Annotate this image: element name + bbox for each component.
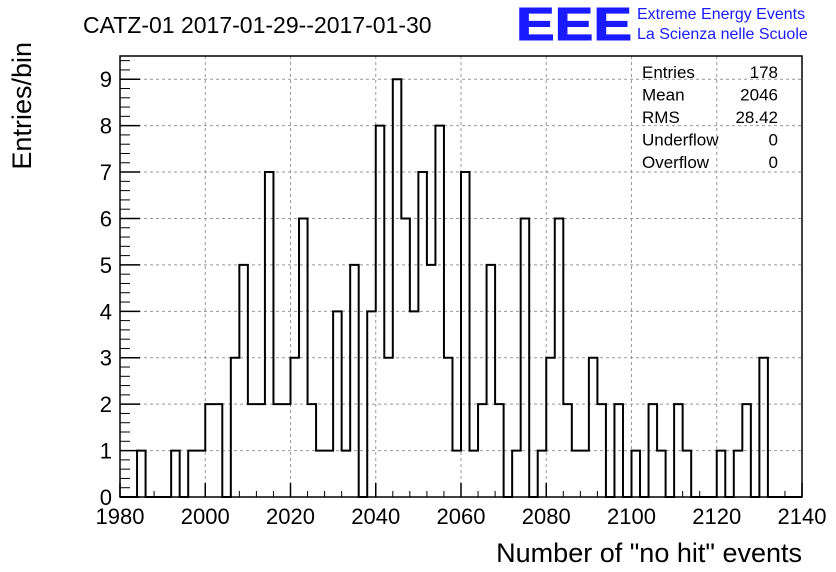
y-tick-label: 7 xyxy=(100,160,112,185)
y-tick-label: 0 xyxy=(100,485,112,510)
x-tick-label: 1980 xyxy=(96,504,145,529)
logo-line-1: Extreme Energy Events xyxy=(637,6,805,23)
stats-value: 2046 xyxy=(740,86,778,105)
stats-label: Underflow xyxy=(642,131,719,150)
x-tick-label: 2060 xyxy=(437,504,486,529)
y-tick-label: 3 xyxy=(100,346,112,371)
y-tick-label: 9 xyxy=(100,67,112,92)
stats-label: Entries xyxy=(642,63,695,82)
stats-label: RMS xyxy=(642,108,680,127)
x-tick-label: 2100 xyxy=(607,504,656,529)
eee-logo: EEE Extreme Energy Events La Scienza nel… xyxy=(516,0,808,51)
stats-label: Overflow xyxy=(642,153,710,172)
x-axis-title: Number of "no hit" events xyxy=(496,538,802,568)
logo-line-2: La Scienza nelle Scuole xyxy=(637,26,808,43)
chart-title: CATZ-01 2017-01-29--2017-01-30 xyxy=(83,12,432,38)
x-tick-label: 2080 xyxy=(522,504,571,529)
histogram-step-line xyxy=(120,78,802,498)
x-tick-label: 2140 xyxy=(778,504,827,529)
x-tick-label: 2000 xyxy=(181,504,230,529)
stats-value: 178 xyxy=(750,63,778,82)
y-tick-label: 8 xyxy=(100,114,112,139)
y-axis-title: Entries/bin xyxy=(7,42,37,170)
y-tick-label: 4 xyxy=(100,299,112,324)
stats-value: 28.42 xyxy=(735,108,778,127)
axis-ticks xyxy=(119,60,803,498)
x-tick-label: 2120 xyxy=(692,504,741,529)
y-tick-label: 2 xyxy=(100,392,112,417)
x-tick-label: 2020 xyxy=(266,504,315,529)
stats-label: Mean xyxy=(642,86,685,105)
y-tick-label: 6 xyxy=(100,206,112,231)
stats-value: 0 xyxy=(769,153,778,172)
eee-logo-letters: EEE xyxy=(516,0,632,50)
x-tick-label: 2040 xyxy=(351,504,400,529)
tick-labels: 1980 2000 2020 2040 2060 2080 2100 2120 2140 0 1 2 3… xyxy=(96,67,827,529)
y-tick-label: 1 xyxy=(100,439,112,464)
y-tick-label: 5 xyxy=(100,253,112,278)
statistics-box: Entries 178 Mean 2046 RMS 28.42 Underflow 0 Over… xyxy=(642,63,778,172)
stats-value: 0 xyxy=(769,131,778,150)
